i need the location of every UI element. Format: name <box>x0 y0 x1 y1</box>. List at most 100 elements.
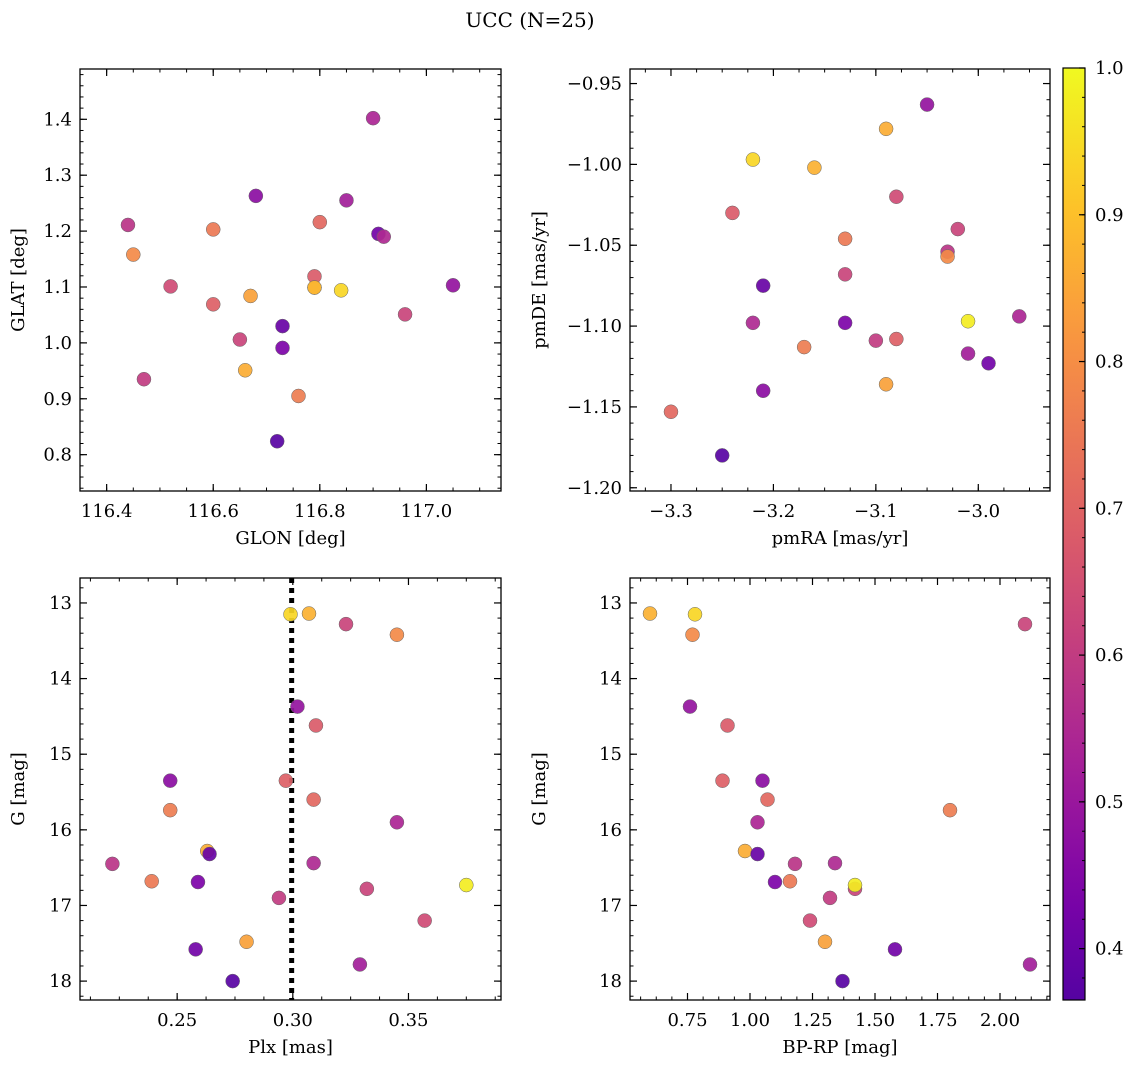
x-tick-label: 1.25 <box>792 1010 832 1031</box>
data-point <box>232 332 248 347</box>
y-axis-label: pmDE [mas/yr] <box>529 211 550 349</box>
data-point <box>162 773 178 788</box>
y-tick-label: −1.20 <box>567 478 622 499</box>
data-point <box>950 221 966 237</box>
colorbar-tick-label: 0.7 <box>1095 498 1124 519</box>
data-point <box>205 222 221 237</box>
data-point <box>283 607 298 622</box>
x-tick-label: 0.25 <box>157 1010 197 1031</box>
data-point <box>306 855 321 871</box>
colorbar-tick-label: 0.8 <box>1095 352 1124 373</box>
data-point <box>225 973 240 989</box>
data-point <box>889 331 904 347</box>
data-point <box>745 152 761 167</box>
data-point <box>737 843 753 859</box>
data-point <box>750 815 765 830</box>
y-tick-label: −1.10 <box>567 316 622 337</box>
data-point <box>459 877 474 893</box>
x-tick-label: 1.75 <box>917 1010 957 1031</box>
x-tick-label: 0.30 <box>273 1010 313 1031</box>
data-point <box>307 280 322 295</box>
data-point <box>802 913 818 928</box>
figure-title: UCC (N=25) <box>465 8 594 32</box>
data-point <box>120 217 136 233</box>
axes-frame <box>629 577 1051 1001</box>
data-point <box>687 607 703 622</box>
scatter-panel-4: 0.75 1.00 1.25 1.50 1.75 2.00 13 14 15 16 17 18 BP-R… <box>529 577 1051 1058</box>
data-point <box>365 110 381 126</box>
data-point <box>960 346 976 361</box>
data-point <box>339 193 354 208</box>
data-point <box>755 383 771 399</box>
data-point <box>887 942 903 957</box>
x-tick-label: 116.6 <box>187 501 239 522</box>
x-axis-label: Plx [mas] <box>248 1037 333 1058</box>
x-axis-label: BP-RP [mag] <box>782 1037 897 1058</box>
data-point <box>290 699 305 714</box>
data-point <box>835 973 850 989</box>
y-tick-label: 1.3 <box>43 165 72 186</box>
data-point <box>750 846 765 862</box>
data-point <box>190 874 206 890</box>
data-point <box>942 802 958 818</box>
data-point <box>663 404 679 420</box>
colorbar-tick-label: 0.4 <box>1095 939 1124 960</box>
x-tick-label: −3.1 <box>854 501 898 522</box>
data-point <box>685 627 700 642</box>
data-point <box>827 855 843 871</box>
data-point <box>188 942 203 957</box>
data-point <box>837 267 853 282</box>
data-point <box>269 434 285 449</box>
data-point <box>445 278 461 293</box>
data-point <box>755 278 771 293</box>
scatter-panel-2: −3.3 −3.2 −3.1 −3.0 −1.20 −1.15 −1.10 −1.05 −1.0… <box>529 68 1051 549</box>
x-tick-label: 116.4 <box>81 501 133 522</box>
x-tick-label: 1.00 <box>730 1010 770 1031</box>
y-tick-label: 1.0 <box>43 333 72 354</box>
data-point <box>162 802 178 818</box>
data-point <box>960 313 976 329</box>
y-tick-label: 15 <box>599 744 622 765</box>
data-point <box>312 214 328 230</box>
data-point <box>745 315 761 331</box>
x-tick-label: −3.0 <box>956 501 1000 522</box>
data-point <box>940 249 955 264</box>
scatter-panel-3: 0.25 0.30 0.35 13 14 15 16 17 18 Plx [mas] G [mag] <box>8 577 502 1058</box>
data-point <box>1012 309 1027 324</box>
data-point <box>136 371 152 387</box>
data-point <box>202 846 217 862</box>
data-point <box>301 606 317 621</box>
x-tick-label: 0.35 <box>388 1010 428 1031</box>
data-point <box>981 356 996 371</box>
y-tick-label: 18 <box>599 971 622 992</box>
data-point <box>163 279 178 294</box>
data-point <box>682 699 698 714</box>
data-point <box>1022 957 1038 972</box>
colorbar-tick-label: 0.6 <box>1095 645 1124 666</box>
data-point <box>782 874 798 889</box>
data-point <box>878 121 894 137</box>
y-tick-label: −0.95 <box>567 74 622 95</box>
x-tick-label: 1.50 <box>855 1010 895 1031</box>
data-point <box>352 957 368 972</box>
y-tick-label: 16 <box>49 820 72 841</box>
data-point <box>796 339 812 355</box>
y-tick-label: 1.2 <box>43 221 72 242</box>
y-tick-label: 13 <box>599 593 622 614</box>
data-point <box>291 388 306 404</box>
y-tick-label: 14 <box>599 669 622 690</box>
y-axis-label: G [mag] <box>529 752 550 825</box>
data-point <box>868 333 884 348</box>
data-point <box>237 363 253 378</box>
data-point <box>837 315 853 331</box>
data-point <box>397 307 413 322</box>
y-tick-label: 0.8 <box>43 445 72 466</box>
data-point <box>642 606 658 621</box>
scatter-panel-1: 116.4 116.6 116.8 117.0 0.8 0.9 1.0 1.1 1.2 1.3 1.… <box>8 68 502 549</box>
data-point <box>105 856 120 872</box>
data-point <box>205 297 221 312</box>
y-tick-label: −1.00 <box>567 154 622 175</box>
y-tick-label: 14 <box>49 669 72 690</box>
y-axis-label: GLAT [deg] <box>8 228 29 332</box>
axes-frame <box>79 68 502 492</box>
